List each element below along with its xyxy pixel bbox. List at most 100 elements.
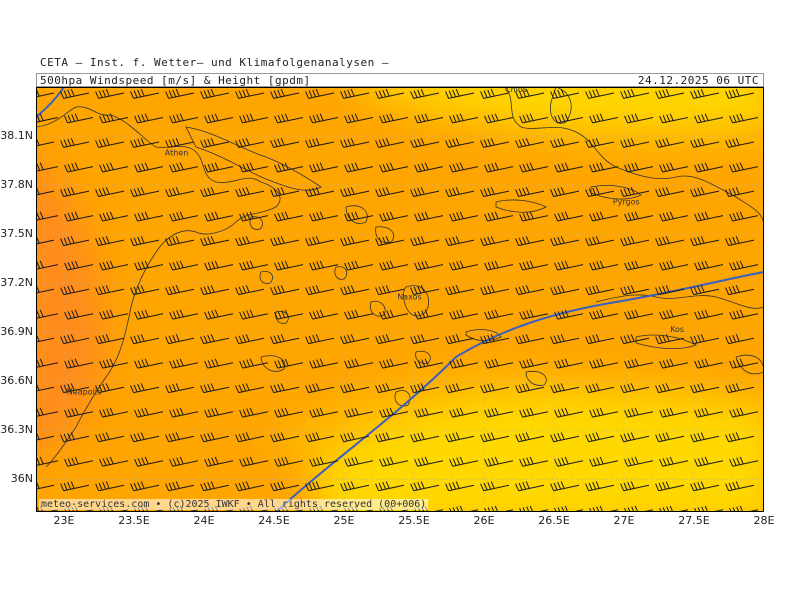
wind-barb [344,358,374,369]
wind-barb [204,162,234,173]
wind-barb [624,162,654,173]
wind-barb [165,432,195,443]
wind-barb [624,407,654,418]
wind-barb [620,481,650,492]
lat-tick-label: 36.3N [0,423,33,437]
wind-barb [480,138,510,148]
wind-barb [480,383,510,394]
lon-tick-label: 25E [333,514,355,527]
wind-barb [585,187,615,197]
island-ios [415,350,431,364]
wind-barb [36,432,55,441]
wind-barb [130,481,160,492]
wind-barb [690,383,720,394]
wind-barb [480,88,510,99]
wind-barb [239,162,269,173]
wind-barb [585,432,615,443]
wind-barb [515,334,545,345]
place-label: Athen [165,149,189,158]
wind-barb [554,113,584,124]
wind-barb [659,162,689,173]
island-naxos [402,285,429,317]
wind-barb [620,383,650,394]
wind-barb [690,481,720,492]
wind-barb [659,407,689,418]
wind-barb [379,407,409,418]
wind-barb [620,236,650,246]
lon-tick-label: 26.5E [538,514,570,527]
wind-barb [519,456,549,467]
speed-zone-south-mid [266,371,764,467]
wind-barb [36,383,55,392]
wind-barb [239,407,269,418]
wind-barb [95,481,125,492]
wind-barb [36,138,55,147]
wind-barb [274,456,304,467]
wind-barb [519,309,549,320]
coastlines [36,87,764,468]
wind-barb [690,236,720,246]
wind-barb [235,187,265,197]
speed-zone-south [316,397,764,512]
wind-barb [274,407,304,418]
wind-barb [200,383,230,394]
wind-barb [165,285,195,296]
place-label: Neapolis [67,387,101,396]
wind-barb [60,236,90,246]
wind-barb [550,432,580,443]
wind-barb [554,260,584,271]
speed-zone-north [366,87,764,123]
wind-barb [379,456,409,467]
wind-barb [344,162,374,173]
wind-barb [379,113,409,124]
wind-barb [64,407,94,418]
wind-barb [375,88,405,99]
header-bar: 500hpa Windspeed [m/s] & Height [gpdm] 2… [36,73,764,87]
height-contour-corner [36,87,65,118]
lat-tick-label: 36.6N [0,374,33,388]
wind-barb [340,187,370,197]
wind-barb [36,88,55,98]
wind-barb [64,358,94,369]
wind-barb [515,432,545,443]
wind-barb [239,309,269,320]
wind-barb [729,358,759,369]
wind-barb [239,358,269,369]
wind-barb [165,187,195,197]
wind-barb [60,88,90,99]
wind-barb [305,88,335,99]
wind-barb [375,432,405,443]
wind-barb [690,187,720,197]
wind-barb [99,162,129,173]
wind-barb [36,236,55,245]
wind-barb [309,456,339,467]
wind-barb [449,113,479,124]
wind-barb [130,334,160,345]
wind-barb [344,260,374,271]
wind-barb [274,358,304,369]
wind-barb [729,113,759,124]
wind-barb [340,285,370,296]
lon-tick-label: 23E [53,514,75,527]
wind-barb [729,260,759,271]
wind-barb [655,481,685,492]
wind-barb [480,334,510,345]
wind-barb [274,309,304,320]
wind-barb [36,285,55,294]
wind-barb [484,211,514,222]
wind-barb [725,138,755,148]
wind-barb [585,285,615,296]
weather-map[interactable]: Chios Athen Pyrgos Naxos Kos Neapolis [36,87,764,512]
wind-barb [694,211,724,222]
wind-barb [130,432,160,443]
wind-barb [624,358,654,369]
lat-tick-label: 36N [10,472,33,486]
lat-tick-label: 38.1N [0,129,33,143]
wind-barb [134,113,164,124]
wind-barb [694,113,724,124]
wind-barb [589,309,619,320]
wind-barb [235,334,265,345]
map-frame [36,87,764,512]
wind-barb [235,383,265,394]
height-contour-line [275,271,764,512]
